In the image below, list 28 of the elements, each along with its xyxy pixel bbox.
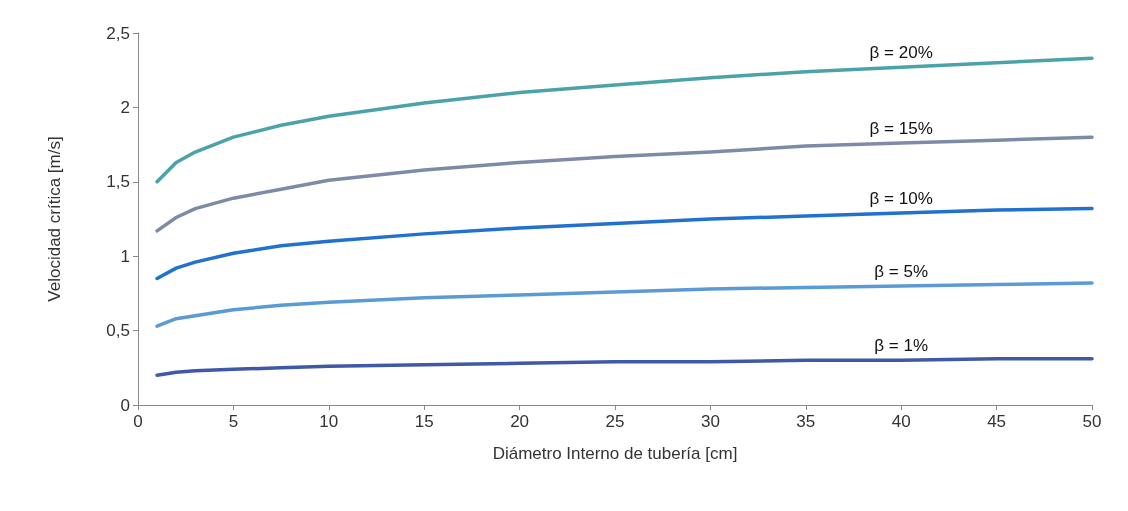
series-label: β = 1% bbox=[874, 336, 929, 356]
x-tick-label: 35 bbox=[796, 412, 816, 431]
x-axis-title: Diámetro Interno de tubería [cm] bbox=[492, 444, 738, 463]
y-axis-title: Velocidad crítica [m/s] bbox=[45, 136, 64, 302]
series-label: β = 15% bbox=[869, 119, 933, 139]
x-tick-label: 50 bbox=[1082, 412, 1102, 431]
series-label: β = 20% bbox=[869, 43, 933, 63]
x-tick-label: 0 bbox=[133, 412, 143, 431]
x-tick-label: 25 bbox=[605, 412, 625, 431]
y-tick-label: 0,5 bbox=[106, 321, 130, 341]
x-tick-label: 45 bbox=[987, 412, 1007, 431]
line-series bbox=[155, 357, 1094, 377]
y-tick-label: 1,5 bbox=[106, 172, 130, 192]
x-tick-label: 5 bbox=[228, 412, 239, 431]
y-tick-label: 2 bbox=[120, 97, 130, 117]
y-tick-label: 2,5 bbox=[106, 23, 130, 43]
line-series bbox=[155, 206, 1094, 281]
x-tick-label: 10 bbox=[319, 412, 339, 431]
line-series bbox=[155, 281, 1094, 328]
x-tick-label: 15 bbox=[414, 412, 434, 431]
series-label: β = 5% bbox=[874, 261, 929, 281]
series-label: β = 10% bbox=[869, 189, 933, 209]
y-tick-label: 1 bbox=[120, 246, 130, 266]
line-series bbox=[155, 135, 1094, 233]
y-tick-label: 0 bbox=[120, 395, 130, 415]
x-tick-label: 40 bbox=[891, 412, 911, 431]
x-tick-label: 30 bbox=[700, 412, 720, 431]
x-tick-label: 20 bbox=[510, 412, 530, 431]
